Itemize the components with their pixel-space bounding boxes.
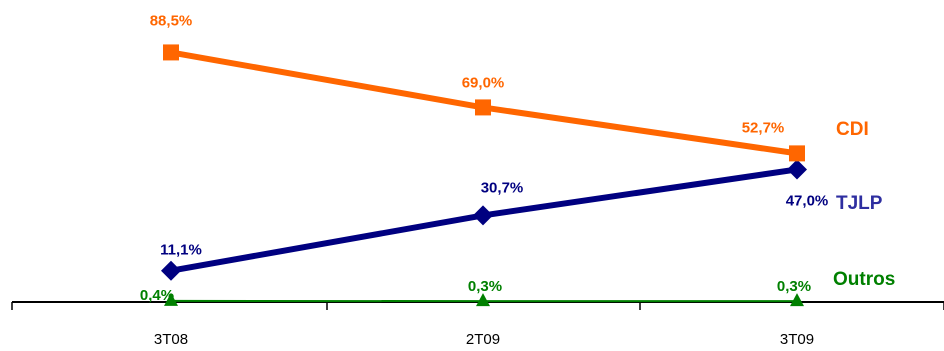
series-name-tjlp: TJLP	[836, 193, 883, 214]
data-label-tjlp: 47,0%	[786, 192, 829, 209]
data-point-outros	[790, 293, 804, 307]
x-tick-label: 2T09	[466, 331, 500, 348]
data-label-tjlp: 30,7%	[481, 179, 524, 196]
data-label-outros: 0,3%	[468, 278, 502, 295]
data-label-tjlp: 11,1%	[160, 242, 202, 259]
data-label-cdi: 69,0%	[462, 74, 505, 91]
data-label-outros: 0,3%	[777, 278, 811, 295]
data-label-cdi: 88,5%	[150, 12, 193, 29]
data-point-outros	[164, 292, 178, 306]
x-tick-label: 3T08	[154, 331, 188, 348]
data-point-tjlp	[161, 260, 181, 281]
data-point-outros	[476, 293, 490, 307]
data-point-cdi	[475, 99, 491, 116]
series-name-outros: Outros	[833, 269, 895, 290]
data-label-outros: 0,4%	[140, 287, 174, 304]
data-point-tjlp	[473, 205, 493, 226]
data-point-cdi	[163, 44, 179, 61]
data-label-cdi: 52,7%	[742, 119, 785, 136]
data-point-cdi	[789, 145, 805, 162]
series-name-cdi: CDI	[836, 119, 869, 140]
data-point-tjlp	[787, 159, 807, 180]
x-tick-label: 3T09	[780, 331, 814, 348]
